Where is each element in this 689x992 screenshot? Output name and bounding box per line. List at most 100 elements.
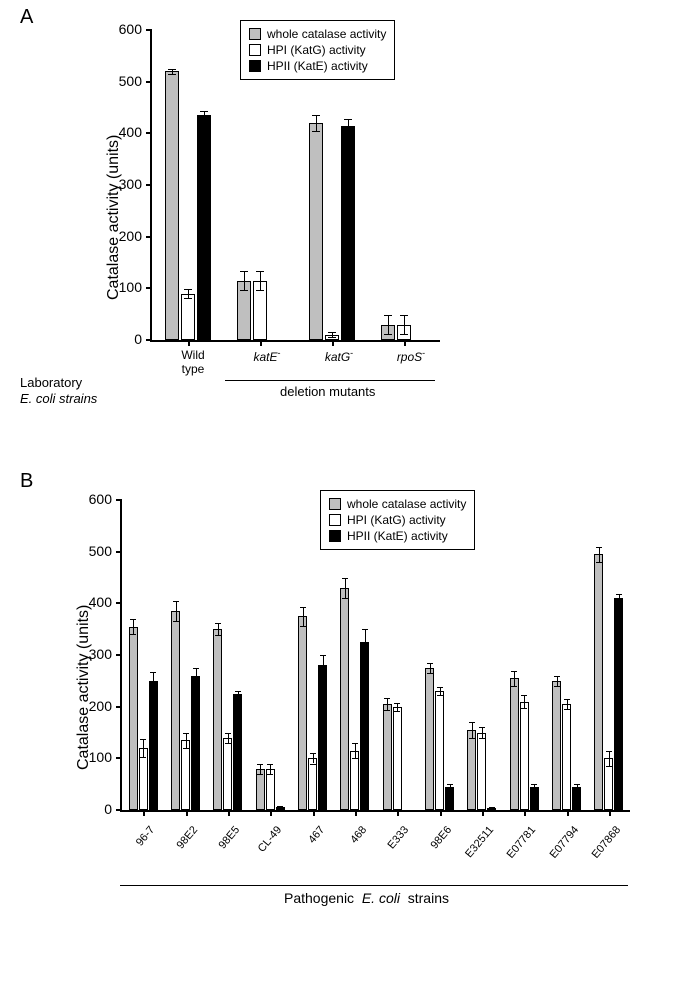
error-bar <box>599 547 600 563</box>
x-tick <box>143 810 145 816</box>
error-cap <box>215 623 221 624</box>
x-tick <box>228 810 230 816</box>
error-cap <box>225 743 231 744</box>
x-tick <box>355 810 357 816</box>
x-category-label: E07781 <box>494 824 539 874</box>
error-cap <box>427 673 433 674</box>
bar <box>477 733 486 811</box>
y-tick <box>146 236 152 238</box>
error-bar <box>196 668 197 684</box>
x-tick <box>186 810 188 816</box>
bar <box>340 588 349 810</box>
error-cap <box>240 271 248 272</box>
bar <box>233 694 242 810</box>
error-cap <box>256 271 264 272</box>
error-bar <box>482 727 483 737</box>
y-tick <box>146 81 152 83</box>
bar <box>171 611 180 810</box>
y-tick <box>116 602 122 604</box>
error-cap <box>344 132 352 133</box>
error-bar <box>567 699 568 709</box>
x-tick <box>188 340 190 346</box>
error-bar <box>260 271 261 290</box>
x-category-label: katG- <box>314 348 364 364</box>
error-bar <box>404 315 405 334</box>
error-cap <box>511 686 517 687</box>
error-bar <box>176 601 177 622</box>
error-bar <box>345 578 346 599</box>
bar <box>562 704 571 810</box>
error-cap <box>312 115 320 116</box>
error-cap <box>489 809 495 810</box>
error-cap <box>267 764 273 765</box>
x-tick <box>404 340 406 346</box>
error-cap <box>320 676 326 677</box>
error-cap <box>362 629 368 630</box>
error-cap <box>469 722 475 723</box>
x-tick <box>332 340 334 346</box>
bar <box>197 115 211 340</box>
error-cap <box>531 789 537 790</box>
x-category-label: 468 <box>324 824 369 874</box>
error-cap <box>193 668 199 669</box>
error-cap <box>168 69 176 70</box>
error-cap <box>394 711 400 712</box>
x-tick <box>524 810 526 816</box>
error-cap <box>140 757 146 758</box>
error-bar <box>316 115 317 131</box>
figure-container: A whole catalase activity HPI (KatG) act… <box>0 0 689 992</box>
error-cap <box>150 690 156 691</box>
bar <box>393 707 402 810</box>
bar <box>308 758 317 810</box>
error-cap <box>277 809 283 810</box>
error-bar <box>472 722 473 738</box>
error-cap <box>312 131 320 132</box>
error-cap <box>328 332 336 333</box>
error-bar <box>557 676 558 686</box>
y-tick <box>146 339 152 341</box>
error-cap <box>200 119 208 120</box>
error-cap <box>400 334 408 335</box>
error-bar <box>143 739 144 758</box>
x-category-label: 98E6 <box>409 824 454 874</box>
bar <box>341 126 355 340</box>
x-tick <box>397 810 399 816</box>
error-bar <box>397 703 398 711</box>
error-cap <box>130 619 136 620</box>
panel-b-label: B <box>20 470 33 493</box>
error-bar <box>440 687 441 695</box>
y-tick <box>116 551 122 553</box>
bar <box>510 678 519 810</box>
y-tick-label: 500 <box>82 543 112 559</box>
panel-a-label: A <box>20 6 33 29</box>
error-cap <box>225 733 231 734</box>
error-cap <box>596 547 602 548</box>
bar <box>350 751 359 810</box>
bar <box>129 627 138 810</box>
error-cap <box>574 789 580 790</box>
error-cap <box>511 671 517 672</box>
y-tick-label: 0 <box>82 801 112 817</box>
x-category-label: CL-49 <box>240 824 285 874</box>
error-bar <box>303 607 304 626</box>
error-bar <box>387 698 388 710</box>
error-cap <box>193 683 199 684</box>
y-tick <box>146 132 152 134</box>
x-category-label: rpoS- <box>386 348 436 364</box>
error-cap <box>362 655 368 656</box>
error-cap <box>531 784 537 785</box>
error-cap <box>342 598 348 599</box>
error-bar <box>430 663 431 673</box>
bar <box>309 123 323 340</box>
x-tick <box>482 810 484 816</box>
x-category-label: E32511 <box>451 824 496 874</box>
error-bar <box>228 733 229 743</box>
error-cap <box>479 727 485 728</box>
error-cap <box>564 709 570 710</box>
error-cap <box>606 751 612 752</box>
error-cap <box>574 784 580 785</box>
x-tick <box>260 340 262 346</box>
x-category-label: 467 <box>282 824 327 874</box>
error-cap <box>130 634 136 635</box>
bar <box>552 681 561 810</box>
